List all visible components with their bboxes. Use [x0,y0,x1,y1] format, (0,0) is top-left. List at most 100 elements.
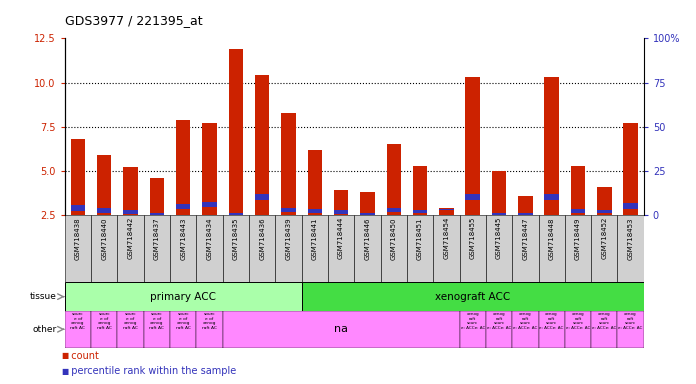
Text: GSM718455: GSM718455 [470,217,475,260]
Text: GSM718440: GSM718440 [101,217,107,260]
Text: ■: ■ [61,367,68,376]
Text: GSM718438: GSM718438 [75,217,81,260]
Bar [276,215,301,282]
Text: sourc
e of
xenog
raft AC: sourc e of xenog raft AC [202,312,217,330]
Text: xenog
raft
sourc
e: ACCe: AC: xenog raft sourc e: ACCe: AC [513,312,537,330]
Bar [176,120,191,215]
Text: sourc
e of
xenog
raft AC: sourc e of xenog raft AC [150,312,164,330]
Bar [281,208,296,212]
Text: primary ACC: primary ACC [150,291,216,302]
Text: other: other [33,325,57,334]
Text: GSM718454: GSM718454 [443,217,450,260]
Text: GSM718444: GSM718444 [338,217,344,260]
Bar [386,208,401,212]
Bar [433,215,459,282]
Bar [512,215,539,282]
Text: GSM718435: GSM718435 [233,217,239,260]
Bar [255,76,269,215]
Bar [228,213,243,215]
Bar [518,195,532,215]
Bar [459,311,486,348]
Text: GSM718439: GSM718439 [285,217,292,260]
Text: GSM718441: GSM718441 [312,217,318,260]
Bar [143,215,170,282]
Bar [591,215,617,282]
Text: GSM718448: GSM718448 [548,217,555,260]
Bar [196,311,223,348]
Bar [196,215,223,282]
Text: GSM718446: GSM718446 [365,217,370,260]
Text: sourc
e of
xenog
raft AC: sourc e of xenog raft AC [70,312,86,330]
Bar [91,215,118,282]
Bar [91,311,118,348]
Bar [486,311,512,348]
Bar [150,213,164,215]
Text: sourc
e of
xenog
raft AC: sourc e of xenog raft AC [97,312,111,330]
Text: GSM718447: GSM718447 [523,217,528,260]
Text: GSM718436: GSM718436 [259,217,265,260]
Bar [328,215,354,282]
Bar [439,208,454,215]
Bar [439,209,454,210]
Bar [512,311,539,348]
Text: GSM718443: GSM718443 [180,217,186,260]
Bar [71,205,85,211]
Bar [597,210,612,213]
Bar [597,187,612,215]
Text: GSM718434: GSM718434 [207,217,212,260]
Bar [466,194,480,200]
Bar [539,215,565,282]
Bar [301,282,644,311]
Bar [123,210,138,214]
Text: GSM718452: GSM718452 [601,217,608,260]
Text: GSM718449: GSM718449 [575,217,581,260]
Bar [381,215,407,282]
Bar [123,167,138,215]
Text: ■: ■ [61,351,68,360]
Text: GSM718437: GSM718437 [154,217,160,260]
Bar [544,194,559,200]
Bar [413,210,427,213]
Bar [65,215,91,282]
Text: GSM718451: GSM718451 [417,217,423,260]
Bar [249,215,276,282]
Bar [308,209,322,213]
Bar [591,311,617,348]
Bar [223,311,459,348]
Bar [150,178,164,215]
Text: xenog
raft
sourc
e: ACCe: AC: xenog raft sourc e: ACCe: AC [619,312,643,330]
Text: sourc
e of
xenog
raft AC: sourc e of xenog raft AC [175,312,191,330]
Text: tissue: tissue [30,292,57,301]
Bar [571,166,585,215]
Bar [617,215,644,282]
Bar [301,215,328,282]
Bar [386,144,401,215]
Bar [466,77,480,215]
Bar [203,123,216,215]
Bar [486,215,512,282]
Bar [361,192,374,215]
Bar [65,282,301,311]
Text: xenog
raft
sourc
e: ACCe: AC: xenog raft sourc e: ACCe: AC [461,312,485,330]
Bar [308,150,322,215]
Bar [71,139,85,215]
Text: percentile rank within the sample: percentile rank within the sample [65,366,236,376]
Bar [97,155,111,215]
Bar [118,311,143,348]
Text: xenograft ACC: xenograft ACC [435,291,510,302]
Bar [354,215,381,282]
Bar [413,166,427,215]
Bar [571,209,585,213]
Bar [565,215,591,282]
Text: xenog
raft
sourc
e: ACCe: AC: xenog raft sourc e: ACCe: AC [592,312,617,330]
Text: GSM718442: GSM718442 [127,217,134,260]
Bar [176,204,191,209]
Bar [143,311,170,348]
Bar [281,113,296,215]
Bar [539,311,565,348]
Text: xenog
raft
sourc
e: ACCe: AC: xenog raft sourc e: ACCe: AC [566,312,590,330]
Text: sourc
e of
xenog
raft AC: sourc e of xenog raft AC [123,312,138,330]
Bar [255,194,269,200]
Bar [492,171,506,215]
Text: GDS3977 / 221395_at: GDS3977 / 221395_at [65,14,203,27]
